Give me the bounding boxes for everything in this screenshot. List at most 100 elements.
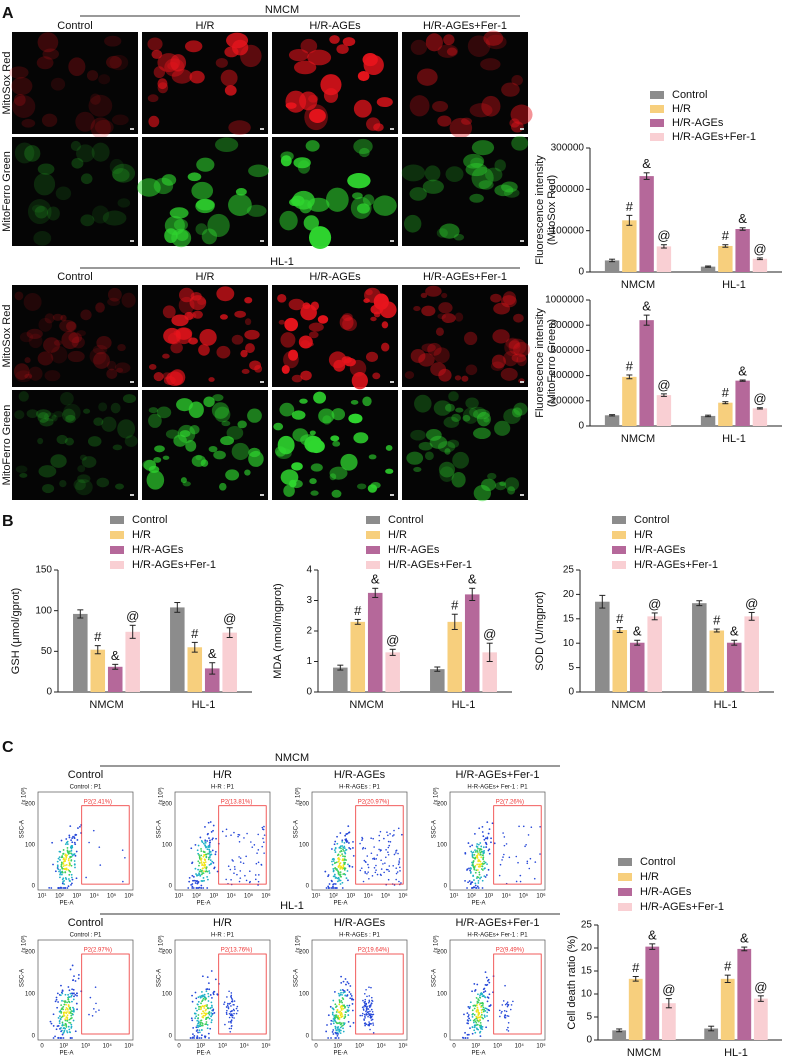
event-dot: [482, 852, 485, 855]
event-dot: [347, 1006, 350, 1009]
cell: [501, 82, 520, 97]
cell: [191, 455, 206, 467]
event-dot: [212, 861, 215, 864]
event-dot: [198, 1031, 201, 1034]
x-tick-label: 10²: [192, 894, 201, 900]
event-dot: [67, 986, 70, 988]
x-tick-label: NMCM: [621, 279, 655, 291]
event-dot: [192, 1027, 195, 1029]
event-dot: [395, 878, 397, 881]
panel-label: B: [2, 513, 14, 530]
legend-label: H/R-AGEs+Fer-1: [672, 131, 756, 143]
event-dot: [364, 872, 367, 874]
cell: [208, 446, 218, 453]
event-dot: [479, 851, 482, 854]
x-tick-label: 10⁵: [244, 893, 254, 900]
cell: [473, 409, 490, 420]
event-dot: [336, 835, 338, 838]
event-dot: [55, 996, 58, 999]
bar: [430, 669, 445, 692]
event-dot: [238, 856, 240, 858]
event-dot: [62, 1015, 65, 1017]
bar: [704, 1028, 719, 1040]
event-dot: [205, 846, 207, 849]
cell: [216, 286, 235, 302]
event-dot: [468, 1017, 471, 1020]
event-dot: [334, 1019, 336, 1022]
event-dot: [204, 844, 206, 847]
event-dot: [477, 865, 480, 868]
cell: [164, 228, 178, 244]
event-dot: [468, 880, 471, 882]
gate: [355, 953, 404, 1035]
event-dot: [370, 1013, 373, 1016]
event-dot: [380, 859, 382, 862]
y-axis-label: SSC-A: [20, 969, 26, 987]
event-dot: [391, 835, 394, 837]
cell: [342, 37, 356, 47]
cell: [471, 166, 494, 190]
event-dot: [200, 861, 203, 864]
event-dot: [54, 1035, 56, 1038]
event-dot: [474, 849, 476, 852]
cell: [504, 338, 521, 357]
event-dot: [238, 880, 241, 883]
event-dot: [206, 1023, 209, 1026]
event-dot: [197, 1031, 199, 1034]
x-axis-label: PE-A: [196, 901, 210, 907]
event-dot: [331, 1012, 334, 1014]
event-dot: [60, 1016, 63, 1019]
event-dot: [483, 987, 486, 990]
gate: [493, 805, 542, 885]
x-tick-label: 10⁵: [107, 893, 117, 900]
cell: [356, 483, 367, 490]
cell: [370, 304, 384, 315]
event-dot: [527, 834, 530, 836]
event-dot: [196, 874, 198, 877]
gate-label: P2(9.49%): [496, 948, 524, 954]
plot-frame: [174, 791, 271, 891]
event-dot: [62, 853, 64, 855]
event-dot: [490, 841, 492, 844]
cell: [211, 402, 230, 419]
event-dot: [344, 834, 347, 837]
y-tick-label: 25: [581, 920, 593, 931]
event-dot: [504, 1003, 507, 1006]
event-dot: [471, 887, 473, 889]
event-dot: [331, 1031, 334, 1033]
event-dot: [99, 864, 102, 866]
cell: [340, 453, 358, 471]
cell: [433, 400, 452, 416]
x-axis-label: PE-A: [59, 1051, 73, 1057]
cell: [51, 414, 58, 422]
event-dot: [66, 1020, 69, 1022]
cell: [147, 37, 163, 51]
cell: [513, 342, 531, 357]
column-label: H/R-AGEs: [334, 917, 386, 929]
event-dot: [67, 868, 70, 871]
event-dot: [257, 884, 259, 886]
event-dot: [61, 1024, 64, 1027]
event-dot: [371, 1015, 373, 1018]
significance-mark: @: [745, 596, 758, 611]
cell: [320, 74, 342, 96]
event-dot: [332, 1022, 335, 1025]
event-dot: [71, 1000, 73, 1003]
event-dot: [64, 1008, 67, 1011]
cell: [410, 39, 428, 55]
event-dot: [474, 871, 477, 874]
event-dot: [479, 1035, 482, 1038]
event-dot: [467, 1006, 470, 1008]
cell: [37, 163, 55, 175]
cell: [278, 319, 285, 325]
event-dot: [466, 887, 468, 889]
cell: [425, 33, 443, 52]
y-tick-label: 0: [578, 267, 584, 278]
cell: [273, 422, 284, 431]
event-dot: [483, 1016, 486, 1018]
event-dot: [342, 1007, 345, 1010]
y-tick-label: 50: [41, 646, 53, 657]
event-dot: [338, 1030, 341, 1033]
event-dot: [98, 846, 101, 848]
event-dot: [195, 1015, 198, 1018]
